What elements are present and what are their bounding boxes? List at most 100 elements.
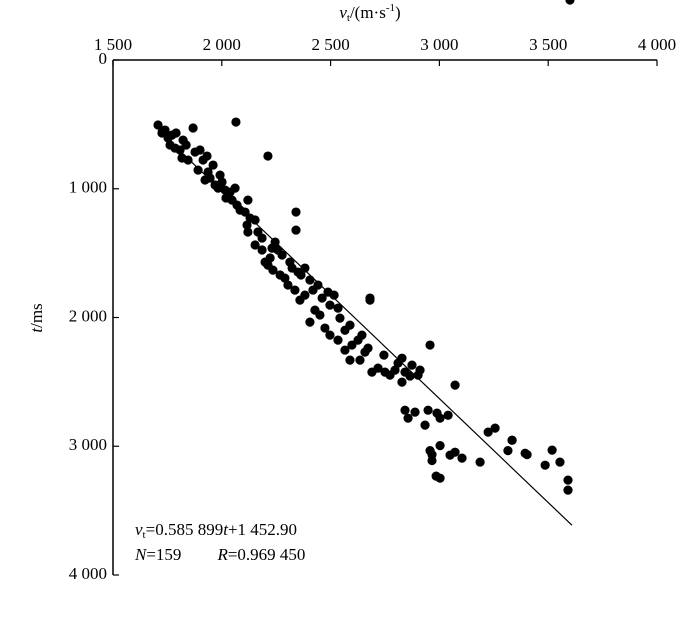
point <box>268 265 278 275</box>
point <box>153 120 163 130</box>
annotation: N=159 R=0.969 450 <box>134 545 305 564</box>
point <box>231 117 241 127</box>
annotation-part: t <box>223 520 229 539</box>
point <box>208 160 218 170</box>
point <box>257 233 267 243</box>
y-tick-label: 3 000 <box>69 435 107 454</box>
point <box>400 405 410 415</box>
point <box>313 280 323 290</box>
point <box>240 207 250 217</box>
point <box>230 183 240 193</box>
point <box>355 355 365 365</box>
x-tick-label: 1 500 <box>94 35 132 54</box>
point <box>483 427 493 437</box>
point <box>315 310 325 320</box>
point <box>305 317 315 327</box>
point <box>340 345 350 355</box>
point <box>320 323 330 333</box>
fit-line <box>157 129 573 526</box>
point <box>300 263 310 273</box>
point <box>345 355 355 365</box>
x-tick-label: 4 000 <box>638 35 676 54</box>
point <box>325 300 335 310</box>
point <box>215 170 225 180</box>
point <box>263 151 273 161</box>
point <box>242 220 252 230</box>
point <box>195 145 205 155</box>
point <box>423 405 433 415</box>
point <box>420 420 430 430</box>
point <box>397 377 407 387</box>
point <box>363 343 373 353</box>
point <box>450 447 460 457</box>
point <box>329 290 339 300</box>
point <box>547 445 557 455</box>
point <box>540 460 550 470</box>
annotation-part: =0.969 450 <box>228 545 306 564</box>
point <box>397 353 407 363</box>
point <box>257 245 267 255</box>
point <box>325 330 335 340</box>
x-label-part: /(m·s <box>350 3 386 22</box>
annotation-part: N <box>134 545 148 564</box>
point <box>291 207 301 217</box>
point <box>555 457 565 467</box>
point <box>265 253 275 263</box>
x-label-part: ) <box>395 3 401 22</box>
point <box>183 155 193 165</box>
y-label-part: t <box>27 327 46 333</box>
point <box>243 195 253 205</box>
point <box>432 408 442 418</box>
point <box>345 320 355 330</box>
point <box>175 145 185 155</box>
y-tick-label: 0 <box>99 49 108 68</box>
point <box>415 365 425 375</box>
point <box>305 275 315 285</box>
point <box>205 173 215 183</box>
annotation-part: =159 <box>146 545 181 564</box>
point <box>425 340 435 350</box>
point <box>291 225 301 235</box>
point <box>290 285 300 295</box>
point <box>280 273 290 283</box>
point <box>450 380 460 390</box>
annotation-part: R <box>216 545 228 564</box>
point <box>379 350 389 360</box>
annotation-part: t <box>143 529 146 541</box>
point <box>435 441 445 451</box>
point <box>390 365 400 375</box>
point <box>522 450 532 460</box>
point <box>335 313 345 323</box>
point <box>457 453 467 463</box>
x-tick-label: 2 500 <box>311 35 349 54</box>
annotation: vt=0.585 899t+1 452.90 <box>135 520 297 541</box>
y-label-part: /ms <box>27 303 46 328</box>
point <box>193 165 203 175</box>
point <box>283 280 293 290</box>
point <box>373 363 383 373</box>
point <box>475 457 485 467</box>
x-label-part: t <box>347 12 350 24</box>
point <box>365 295 375 305</box>
x-label-part: -1 <box>386 2 395 14</box>
x-label-part: v <box>339 3 347 22</box>
point <box>160 125 170 135</box>
annotation-part: +1 452.90 <box>228 520 297 539</box>
point <box>171 128 181 138</box>
annotation-part: v <box>135 520 143 539</box>
point <box>317 293 327 303</box>
point <box>443 410 453 420</box>
point <box>405 371 415 381</box>
point <box>357 330 367 340</box>
y-tick-label: 2 000 <box>69 306 107 325</box>
point <box>490 423 500 433</box>
y-axis-label: t/ms <box>27 303 46 332</box>
x-axis-label: vt/(m·s-1) <box>339 2 400 24</box>
point <box>300 290 310 300</box>
point <box>277 250 287 260</box>
point <box>563 475 573 485</box>
point <box>250 240 260 250</box>
point <box>507 435 517 445</box>
y-tick-label: 4 000 <box>69 564 107 583</box>
